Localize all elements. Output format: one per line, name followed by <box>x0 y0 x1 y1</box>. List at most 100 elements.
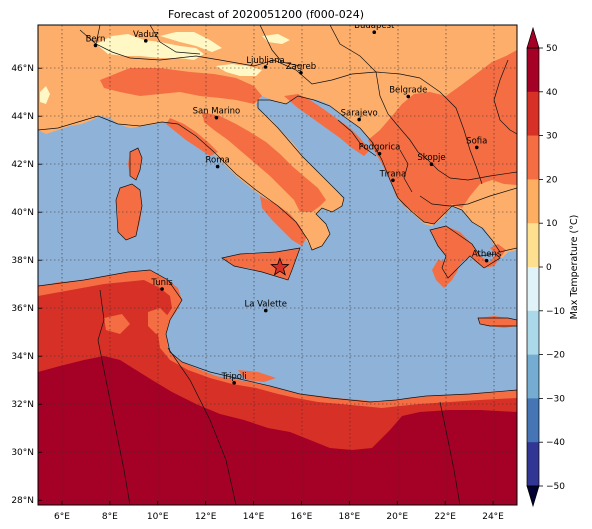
colorbar-tick-label: −30 <box>546 394 565 404</box>
city-dot <box>143 39 148 43</box>
alps-cool-2 <box>160 32 222 52</box>
campania-20-30 <box>260 196 306 246</box>
x-tick-label: 8°E <box>102 512 118 522</box>
map-title: Forecast of 2020051200 (f000-024) <box>168 8 364 21</box>
city-label: Vaduz <box>133 30 159 40</box>
x-tick-label: 20°E <box>386 512 408 522</box>
colorbar-band <box>527 179 539 224</box>
colorbar-tick-label: −50 <box>546 482 565 492</box>
colorbar-tick-label: 0 <box>546 263 552 273</box>
y-tick-label: 30°N <box>11 448 34 458</box>
city-dot <box>263 308 268 313</box>
colorbar-tick-label: −40 <box>546 438 565 448</box>
city-label: Sarajevo <box>341 109 378 119</box>
city-dot <box>372 30 377 34</box>
city-label: Ljubljana <box>246 56 284 66</box>
y-tick-label: 36°N <box>11 304 34 314</box>
x-tick-label: 22°E <box>434 512 456 522</box>
libya-coast-blob <box>238 370 276 382</box>
city-dot <box>357 117 361 122</box>
y-tick-label: 40°N <box>11 208 34 218</box>
x-tick-label: 10°E <box>147 512 169 522</box>
city-dot <box>484 258 489 263</box>
city-label: Sofia <box>466 136 487 146</box>
y-tick-label: 42°N <box>11 160 34 170</box>
x-tick-label: 14°E <box>243 512 265 522</box>
city-dot <box>232 381 236 385</box>
graticule <box>38 25 517 505</box>
city-dot <box>429 162 434 166</box>
borders <box>38 25 517 505</box>
city-dot <box>299 70 303 75</box>
colorbar-label: Max Temperature (°C) <box>569 215 580 320</box>
italy-east-20-30 <box>202 112 326 212</box>
colorbar-band <box>527 310 539 355</box>
italy-w-coast-20-30 <box>166 118 218 156</box>
colorbar-band <box>527 442 539 487</box>
y-tick-label: 28°N <box>11 496 34 506</box>
city-dot <box>406 94 411 99</box>
colorbar: 50 40 30 20 10 0 −10 −20 −30 −40 −50 Max Temperatu… <box>526 26 580 508</box>
colorbar-band <box>527 398 539 443</box>
colorbar-tick-label: −20 <box>546 351 565 361</box>
colorbar-tick-label: −10 <box>546 307 565 317</box>
colorbar-band <box>527 267 539 312</box>
x-tick-label: 12°E <box>195 512 217 522</box>
city-dot <box>391 178 395 183</box>
x-axis: 6°E 8°E 10°E 12°E 14°E 16°E 18°E 20°E 22°E 24°E <box>54 501 504 522</box>
city-label: Tripoli <box>221 372 247 382</box>
colorbar-tick-label: 30 <box>546 132 558 142</box>
city-label: San Marino <box>193 107 241 117</box>
colorbar-tick-label: 10 <box>546 219 558 229</box>
adriatic-coast-20-30 <box>284 94 370 156</box>
x-tick-label: 16°E <box>291 512 313 522</box>
x-tick-label: 18°E <box>339 512 361 522</box>
y-tick-label: 46°N <box>11 64 34 74</box>
y-tick-label: 38°N <box>11 256 34 266</box>
y-tick-label: 34°N <box>11 352 34 362</box>
po-valley-20-30 <box>100 68 262 104</box>
city-label: Bern <box>86 34 106 44</box>
city-dot <box>474 145 479 150</box>
city-label: Tirana <box>379 169 407 179</box>
sardinia <box>116 184 142 240</box>
city-dot <box>377 151 382 156</box>
city-dot <box>93 43 98 48</box>
alps-cool-3 <box>216 64 262 76</box>
city-label: Athens <box>472 250 502 260</box>
crete-20-30 <box>478 316 517 328</box>
city-dot <box>214 115 219 120</box>
forecast-location-star-icon <box>270 257 290 276</box>
city-label: Podgorica <box>359 143 401 153</box>
colorbar-tick-label: 50 <box>546 44 558 54</box>
city-dot <box>160 287 164 291</box>
y-axis: 46°N 44°N 42°N 40°N 38°N 36°N 34°N 32°N 30°N 28°N <box>11 64 42 506</box>
colorbar-band <box>527 48 539 93</box>
colorbar-top-arrow <box>526 26 540 49</box>
map-frame <box>37 24 518 506</box>
y-tick-label: 44°N <box>11 112 34 122</box>
city-label: Zagreb <box>286 62 316 72</box>
tunisia-coast-20-30b <box>104 314 130 334</box>
y-tick-label: 32°N <box>11 400 34 410</box>
alps-cool-4 <box>40 86 50 104</box>
alps-cool-1 <box>96 34 204 60</box>
colorbar-band <box>527 91 539 136</box>
x-tick-label: 24°E <box>482 512 504 522</box>
alps-cool-5 <box>262 34 290 44</box>
colorbar-band <box>527 223 539 268</box>
city-label: Skopje <box>417 153 445 163</box>
city-label: Belgrade <box>389 86 427 96</box>
colorbar-bottom-arrow <box>526 485 540 508</box>
colorbar-tick-label: 40 <box>546 88 558 98</box>
colorbar-band <box>527 135 539 180</box>
city-label: La Valette <box>245 300 288 310</box>
colorbar-band <box>527 354 539 399</box>
city-dot <box>263 65 268 69</box>
x-tick-label: 6°E <box>54 512 70 522</box>
city-dot <box>215 164 220 169</box>
